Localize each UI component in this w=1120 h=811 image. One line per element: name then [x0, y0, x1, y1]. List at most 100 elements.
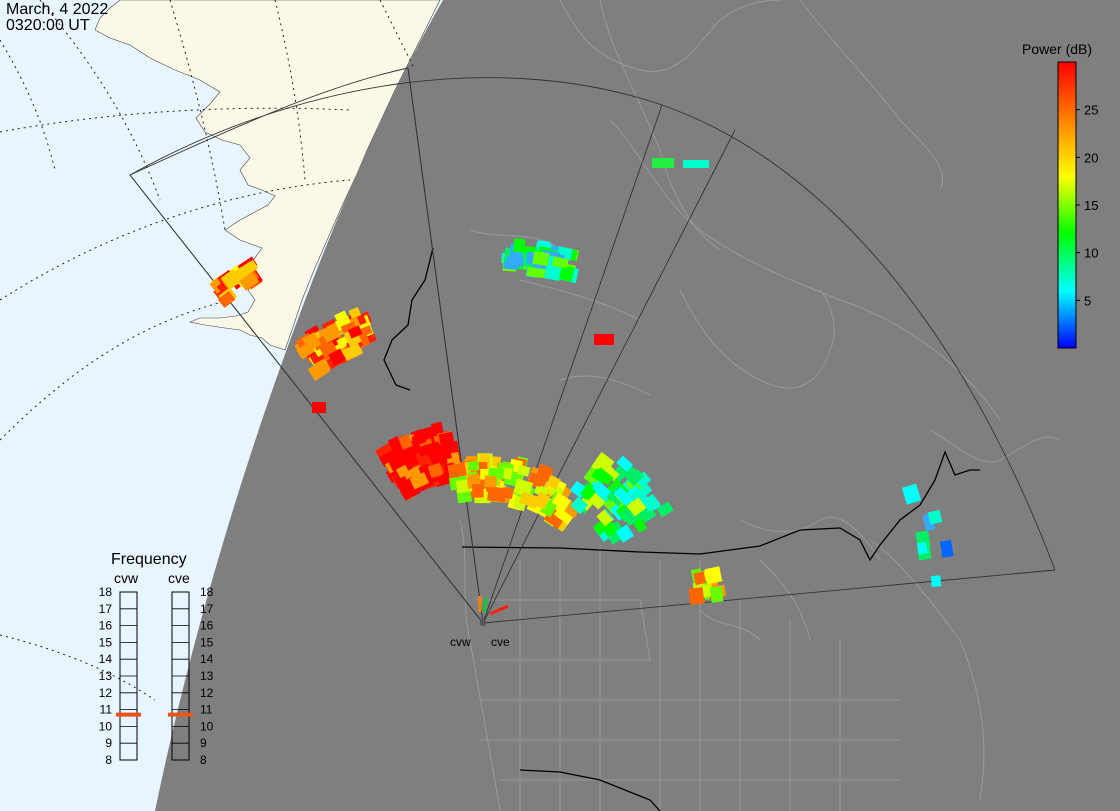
- backscatter-cell: [403, 453, 419, 469]
- plot-time: 0320:00 UT: [6, 17, 90, 34]
- frequency-indicator: Frequency cvw cve 18 18 17 17 16 16 15 15 14 14 13…: [99, 551, 214, 767]
- backscatter-cell: [427, 462, 444, 479]
- frequency-label-right: 12: [200, 686, 214, 700]
- backscatter-cell: [395, 464, 410, 479]
- frequency-label-right: 14: [200, 652, 214, 666]
- frequency-label-left: 9: [105, 736, 112, 750]
- backscatter-cell: [901, 483, 922, 505]
- backscatter-cell: [421, 425, 438, 440]
- backscatter-cell: [939, 539, 954, 558]
- backscatter-cell: [513, 238, 526, 253]
- backscatter-cell: [628, 487, 651, 510]
- cvw-beam-vector-2: [482, 597, 488, 613]
- frequency-label-left: 8: [105, 753, 112, 767]
- frequency-radar-cve: cve: [168, 570, 190, 586]
- radar-sites: cvw cve: [450, 596, 510, 649]
- colorbar-gradient: [1057, 61, 1077, 349]
- backscatter-cell: [588, 492, 606, 510]
- backscatter-cell: [688, 587, 705, 605]
- night-shading: [155, 0, 1120, 811]
- backscatter-cell: [466, 476, 481, 486]
- frequency-label-left: 10: [99, 719, 113, 733]
- frequency-label-right: 15: [200, 635, 214, 649]
- radar-site-marker: [479, 619, 487, 627]
- backscatter-cell: [621, 464, 639, 482]
- frequency-label-right: 9: [200, 736, 207, 750]
- backscatter-cell: [347, 325, 363, 339]
- colorbar-title: Power (dB): [1022, 41, 1092, 57]
- backscatter-cell: [516, 464, 531, 477]
- colorbar-tick-label: 15: [1084, 198, 1098, 213]
- colorbar-ticks: 5 10 15 20 25: [1076, 103, 1098, 308]
- backscatter-cell: [217, 290, 236, 309]
- backscatter-cell: [693, 571, 707, 586]
- state-lines: [475, 545, 900, 811]
- backscatter-cell: [626, 497, 647, 517]
- frequency-label-right: 10: [200, 719, 214, 733]
- backscatter-cell: [302, 331, 322, 352]
- backscatter-cell: [386, 450, 408, 471]
- backscatter-cell: [595, 451, 615, 471]
- backscatter-cell: [704, 566, 723, 585]
- backscatter-cell: [544, 264, 562, 282]
- backscatter-cell: [472, 483, 484, 498]
- frequency-label-left: 18: [99, 585, 113, 599]
- backscatter-cell: [220, 268, 242, 290]
- backscatter-cell: [614, 486, 633, 507]
- backscatter-cell: [513, 478, 534, 498]
- backscatter-cell: [241, 259, 259, 276]
- backscatter-cell: [927, 509, 943, 525]
- backscatter-cell: [328, 348, 347, 366]
- backscatter-cell: [447, 462, 467, 479]
- backscatter-cell: [434, 446, 452, 462]
- frequency-title: Frequency: [111, 551, 187, 568]
- backscatter-cell: [652, 158, 674, 168]
- backscatter-cell: [312, 402, 326, 413]
- backscatter-cell: [533, 491, 551, 510]
- frequency-label-left: 16: [99, 619, 113, 633]
- backscatter-cell: [592, 480, 611, 500]
- national-borders: [383, 247, 980, 811]
- backscatter-cell: [656, 501, 674, 518]
- plot-date: March, 4 2022: [6, 1, 109, 18]
- backscatter-cell: [341, 342, 363, 362]
- backscatter-cell: [239, 271, 260, 292]
- backscatter-cell: [399, 483, 418, 501]
- cve-beam-vector: [489, 604, 509, 616]
- graticule: [0, 0, 416, 701]
- backscatter-cell: [570, 496, 588, 515]
- frequency-label-right: 11: [200, 703, 213, 717]
- radar-label-cvw: cvw: [450, 635, 471, 649]
- backscatter-cell: [616, 455, 634, 472]
- power-colorbar: Power (dB) 5 10 15 20 25: [1022, 41, 1098, 349]
- backscatter-cell: [594, 334, 614, 345]
- backscatter-cell: [615, 524, 635, 543]
- backscatter-cell: [638, 482, 653, 497]
- backscatter-cell: [307, 359, 331, 381]
- fov-outlines: [129, 67, 1056, 625]
- backscatter-cell: [335, 315, 353, 331]
- frequency-label-left: 11: [100, 703, 113, 717]
- frequency-label-right: 17: [200, 602, 214, 616]
- coastlines: [459, 0, 1061, 811]
- colorbar-tick-label: 25: [1084, 103, 1098, 118]
- colorbar-tick-label: 20: [1084, 150, 1098, 165]
- frequency-label-left: 17: [99, 602, 113, 616]
- backscatter-cell: [518, 491, 540, 509]
- backscatter-cell: [626, 468, 645, 487]
- frequency-radar-cvw: cvw: [114, 570, 139, 586]
- frequency-label-left: 12: [99, 686, 113, 700]
- backscatter-cell: [551, 256, 569, 269]
- backscatter-cells: [209, 158, 954, 605]
- frequency-label-right: 8: [200, 753, 207, 767]
- backscatter-cell: [484, 475, 497, 488]
- backscatter-cell: [398, 433, 413, 450]
- colorbar-tick-label: 5: [1084, 293, 1091, 308]
- backscatter-cell: [553, 507, 574, 525]
- backscatter-cell: [532, 250, 550, 267]
- backscatter-cell: [467, 461, 480, 471]
- backscatter-cell: [545, 474, 561, 490]
- frequency-label-left: 13: [99, 669, 113, 683]
